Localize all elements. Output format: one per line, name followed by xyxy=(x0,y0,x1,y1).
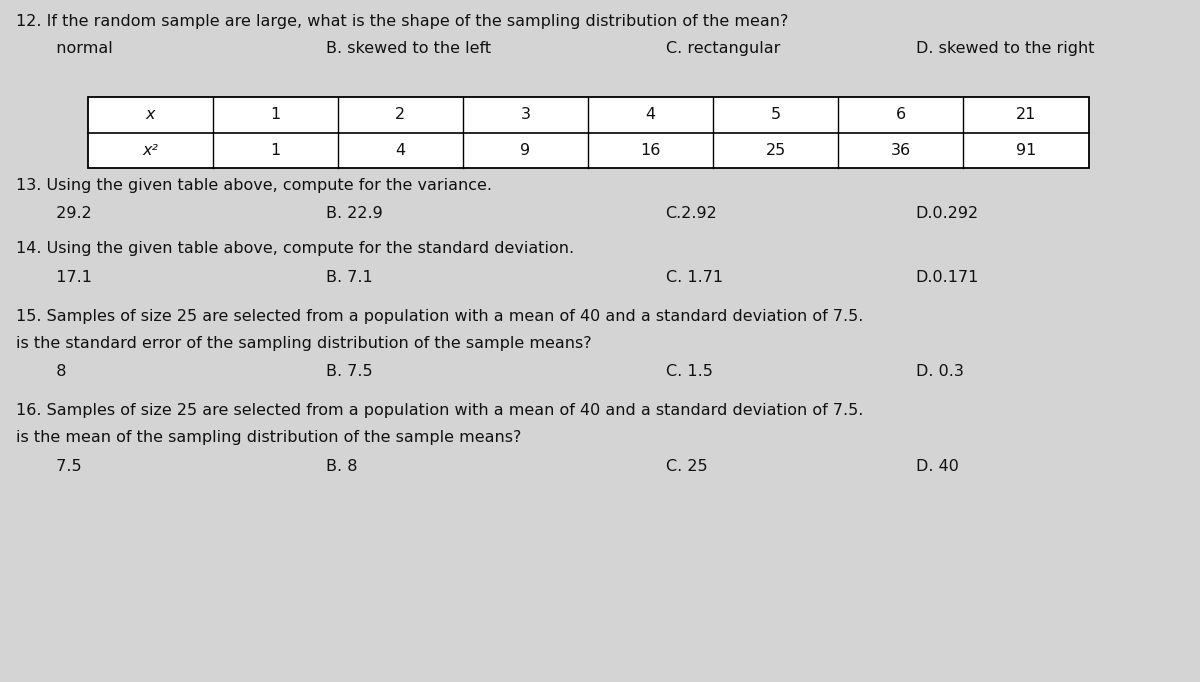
Text: x²: x² xyxy=(143,143,158,158)
Text: 16. Samples of size 25 are selected from a population with a mean of 40 and a st: 16. Samples of size 25 are selected from… xyxy=(16,403,864,418)
Text: C. 1.5: C. 1.5 xyxy=(666,364,713,379)
Text: 29.2: 29.2 xyxy=(46,206,91,221)
Text: D.0.292: D.0.292 xyxy=(916,206,979,221)
Text: B. skewed to the left: B. skewed to the left xyxy=(326,41,491,56)
Text: 4: 4 xyxy=(395,143,406,158)
Text: 8: 8 xyxy=(46,364,66,379)
Text: 17.1: 17.1 xyxy=(46,269,92,284)
FancyBboxPatch shape xyxy=(88,97,1088,168)
Text: D. skewed to the right: D. skewed to the right xyxy=(916,41,1094,56)
Text: B. 7.5: B. 7.5 xyxy=(326,364,372,379)
Text: B. 22.9: B. 22.9 xyxy=(326,206,383,221)
Text: 3: 3 xyxy=(521,107,530,122)
Text: 16: 16 xyxy=(641,143,661,158)
Text: x: x xyxy=(145,107,155,122)
Text: 5: 5 xyxy=(770,107,781,122)
Text: 21: 21 xyxy=(1016,107,1037,122)
Text: D. 40: D. 40 xyxy=(916,459,959,474)
Text: 1: 1 xyxy=(270,143,281,158)
Text: B. 7.1: B. 7.1 xyxy=(326,269,373,284)
Text: C. rectangular: C. rectangular xyxy=(666,41,780,56)
Text: is the standard error of the sampling distribution of the sample means?: is the standard error of the sampling di… xyxy=(16,336,592,351)
Text: 14. Using the given table above, compute for the standard deviation.: 14. Using the given table above, compute… xyxy=(16,241,575,256)
Text: 4: 4 xyxy=(646,107,655,122)
Text: C. 25: C. 25 xyxy=(666,459,707,474)
Text: 25: 25 xyxy=(766,143,786,158)
Text: 15. Samples of size 25 are selected from a population with a mean of 40 and a st: 15. Samples of size 25 are selected from… xyxy=(16,309,864,324)
Text: normal: normal xyxy=(46,41,113,56)
Text: 13. Using the given table above, compute for the variance.: 13. Using the given table above, compute… xyxy=(16,178,492,193)
Text: 1: 1 xyxy=(270,107,281,122)
Text: C. 1.71: C. 1.71 xyxy=(666,269,722,284)
Text: D.0.171: D.0.171 xyxy=(916,269,979,284)
Text: C.2.92: C.2.92 xyxy=(666,206,718,221)
Text: D. 0.3: D. 0.3 xyxy=(916,364,964,379)
Text: 9: 9 xyxy=(521,143,530,158)
Text: is the mean of the sampling distribution of the sample means?: is the mean of the sampling distribution… xyxy=(16,430,522,445)
Text: B. 8: B. 8 xyxy=(326,459,358,474)
Text: 91: 91 xyxy=(1016,143,1037,158)
Text: 12. If the random sample are large, what is the shape of the sampling distributi: 12. If the random sample are large, what… xyxy=(16,14,788,29)
Text: 2: 2 xyxy=(395,107,406,122)
Text: 7.5: 7.5 xyxy=(46,459,82,474)
Text: 36: 36 xyxy=(890,143,911,158)
Text: 6: 6 xyxy=(896,107,906,122)
